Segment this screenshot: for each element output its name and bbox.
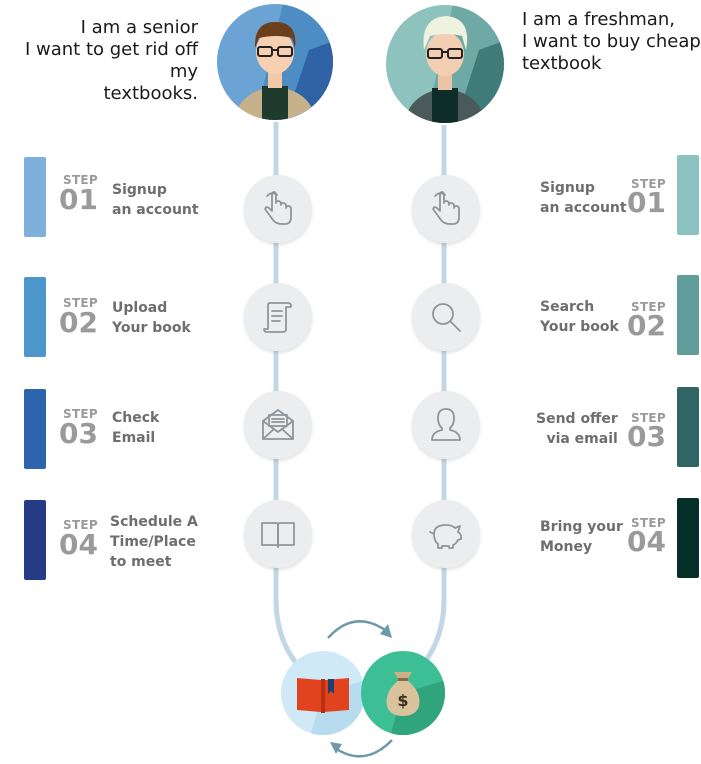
money-bag-icon: $ <box>361 651 445 735</box>
magnifier-icon <box>432 303 461 332</box>
buyer-quote: I am a freshman, I want to buy cheap tex… <box>522 9 701 74</box>
seller-avatar <box>215 2 335 122</box>
user-silhouette-icon <box>431 408 461 441</box>
seller-step-bar <box>24 389 46 469</box>
buyer-step-bar <box>677 155 699 235</box>
buyer-avatar <box>384 3 506 125</box>
piggy-bank-icon <box>429 524 462 549</box>
open-book-icon <box>261 522 295 548</box>
buyer-step-1-icon-circle <box>412 175 480 243</box>
seller-step-3-icon-circle <box>244 391 312 459</box>
seller-step-bar <box>24 500 46 580</box>
money-symbol: $ <box>397 691 408 710</box>
seller-step-bar <box>24 157 46 237</box>
seller-step-4-icon-circle <box>244 500 312 568</box>
buyer-step-bar <box>677 498 699 578</box>
envelope-open-icon <box>262 409 294 440</box>
buyer-step-3-icon-circle <box>412 391 480 459</box>
buyer-step-2-icon-circle <box>412 283 480 351</box>
scroll-document-icon <box>263 302 292 333</box>
buyer-step-bar <box>677 275 699 355</box>
buyer-step-4-icon-circle <box>412 500 480 568</box>
seller-step-bar <box>24 277 46 357</box>
red-book-icon <box>281 651 365 735</box>
hand-pointer-icon <box>264 191 292 225</box>
hand-pointer-icon <box>432 191 460 225</box>
arrow-top-icon <box>327 620 389 639</box>
seller-step-2-icon-circle <box>244 283 312 351</box>
buyer-step-bar <box>677 387 699 467</box>
arrow-bottom-icon <box>334 739 393 758</box>
seller-quote: I am a senior I want to get rid off my t… <box>24 17 198 104</box>
seller-step-1-icon-circle <box>244 175 312 243</box>
